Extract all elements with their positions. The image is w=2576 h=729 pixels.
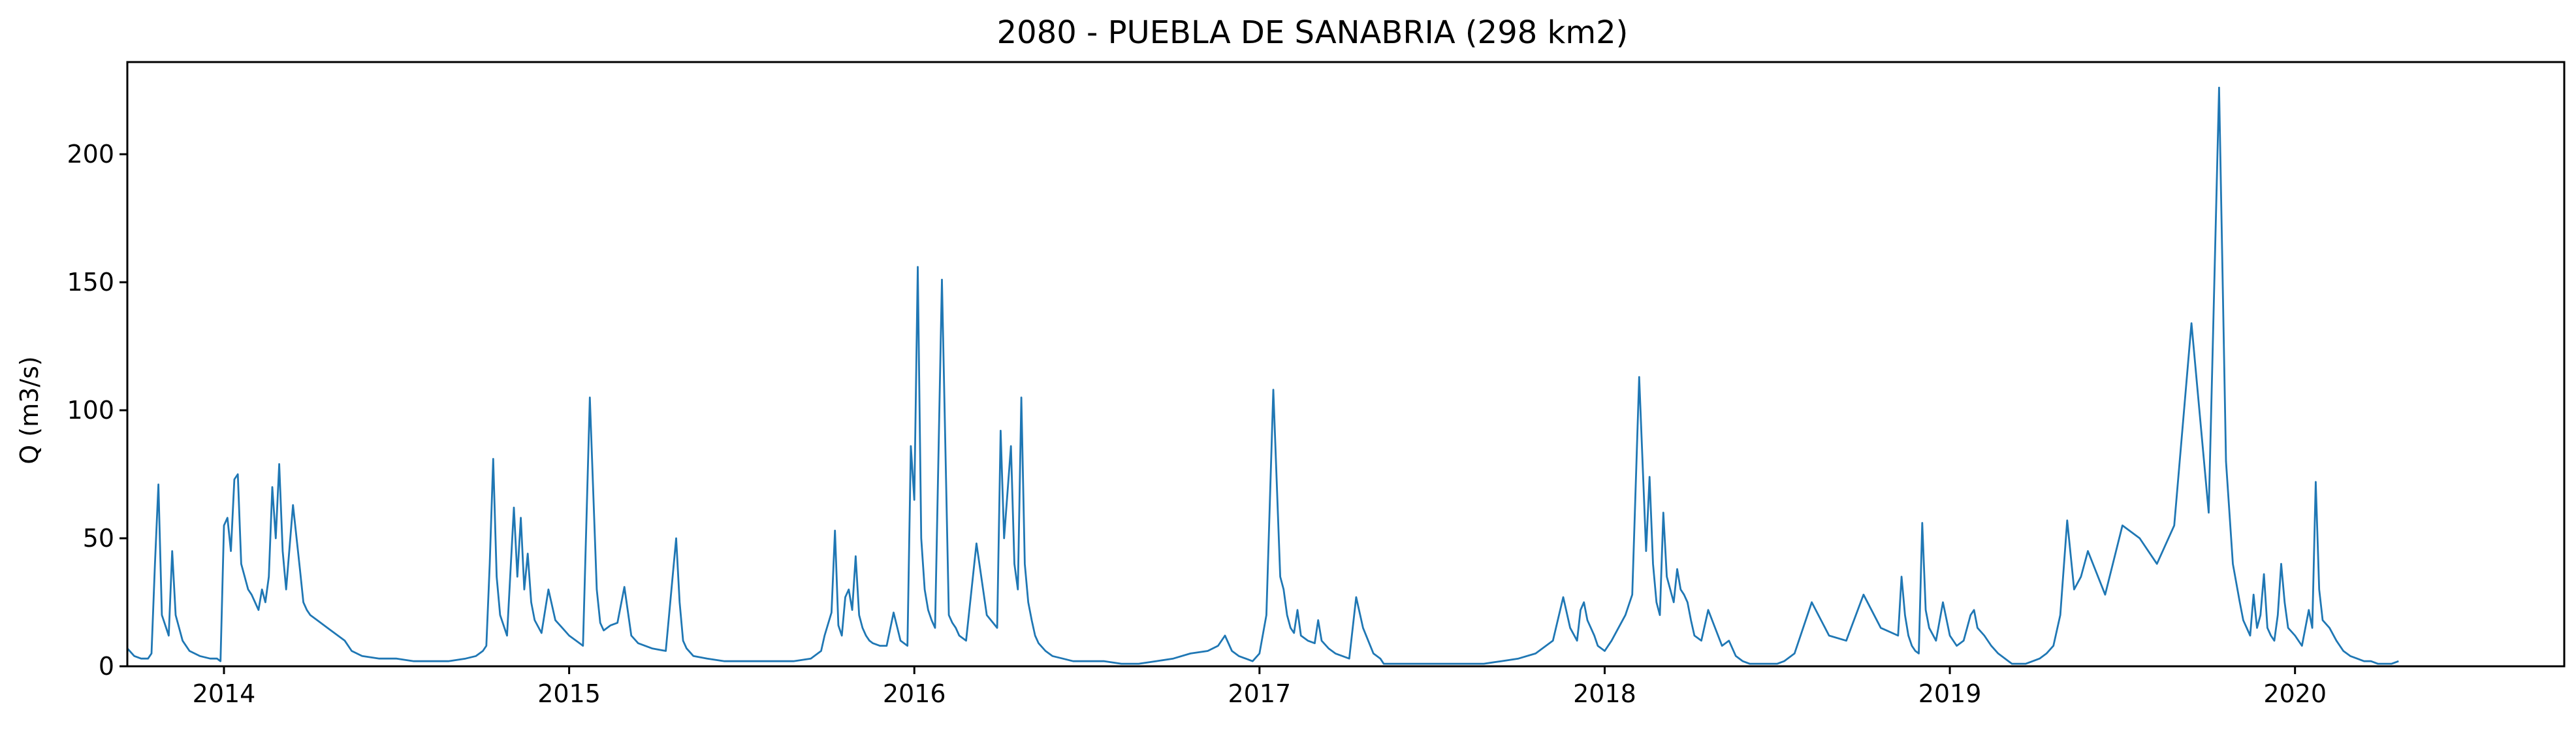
- y-tick-label: 50: [83, 524, 114, 553]
- y-tick-label: 100: [67, 396, 114, 425]
- x-tick-label: 2015: [537, 679, 601, 708]
- y-tick-label: 150: [67, 268, 114, 297]
- y-tick-label: 0: [99, 652, 114, 681]
- y-axis-label: Q (m3/s): [15, 356, 44, 464]
- y-tick-label: 200: [67, 140, 114, 169]
- x-tick-label: 2018: [1573, 679, 1636, 708]
- x-tick-label: 2019: [1918, 679, 1982, 708]
- x-tick-label: 2020: [2263, 679, 2327, 708]
- x-tick-label: 2014: [193, 679, 256, 708]
- x-tick-label: 2017: [1228, 679, 1291, 708]
- chart-title: 2080 - PUEBLA DE SANABRIA (298 km2): [997, 14, 1629, 51]
- plot-frame: [126, 61, 2566, 668]
- discharge-series-line: [126, 86, 2399, 665]
- x-tick-label: 2016: [883, 679, 946, 708]
- y-axis-ticks: 0 50 100 150 200: [67, 140, 127, 681]
- x-axis-ticks: 2014 2015 2016 2017 2018 2019 2020: [193, 666, 2327, 708]
